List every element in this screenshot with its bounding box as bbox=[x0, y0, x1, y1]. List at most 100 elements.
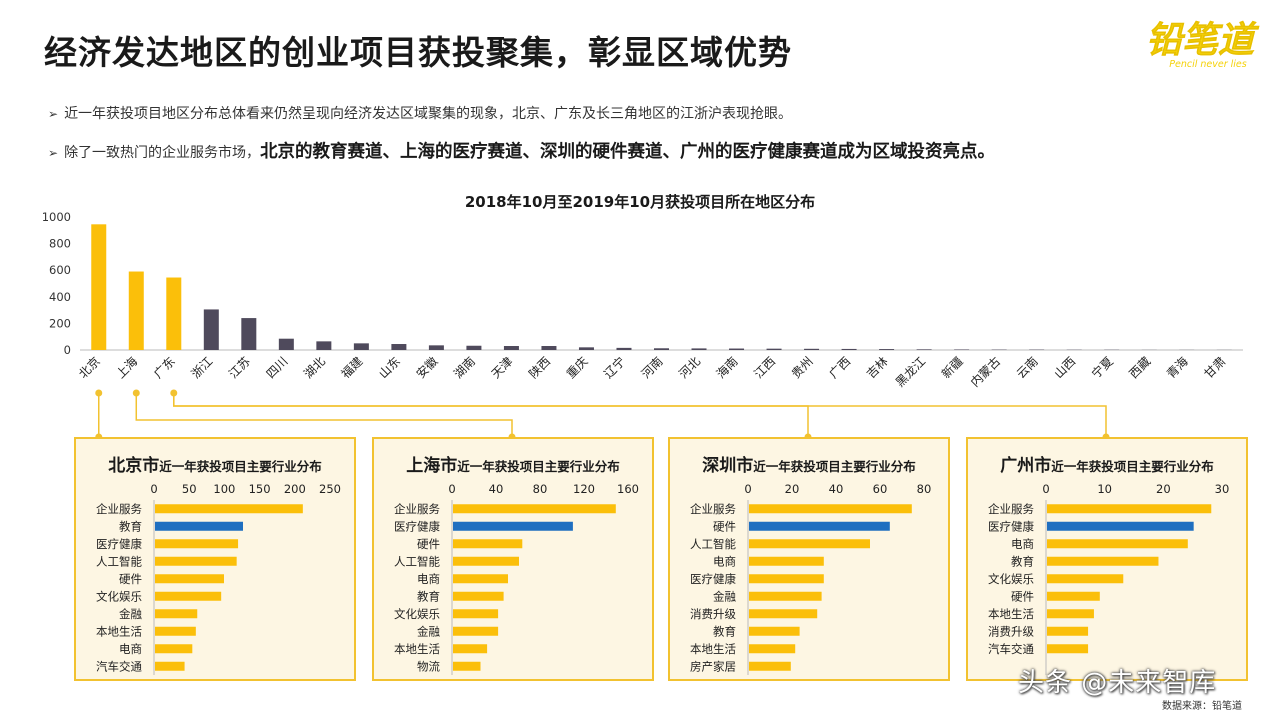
x-tick-label: 西藏 bbox=[1126, 354, 1153, 381]
industry-bar bbox=[749, 504, 912, 514]
panel-subtitle: 近一年获投项目主要行业分布 bbox=[753, 459, 916, 474]
logo: 铅笔道 Pencil never lies bbox=[1146, 20, 1261, 70]
panel-subtitle: 近一年获投项目主要行业分布 bbox=[457, 459, 620, 474]
x-tick-label: 辽宁 bbox=[601, 354, 629, 382]
x-tick-label: 贵州 bbox=[789, 354, 816, 381]
category-label: 文化娱乐 bbox=[394, 607, 440, 621]
panel-city: 上海市 bbox=[406, 456, 458, 476]
category-label: 人工智能 bbox=[394, 554, 440, 568]
x-tick-label: 80 bbox=[533, 482, 548, 496]
shenzhen-industry-panel: 深圳市近一年获投项目主要行业分布 0 20 40 60 80 企业服务 硬件 人工智能 电商 医疗… bbox=[668, 437, 950, 681]
x-tick-label: 40 bbox=[489, 482, 504, 496]
category-label: 企业服务 bbox=[690, 502, 736, 516]
category-label: 医疗健康 bbox=[394, 519, 440, 533]
industry-bar bbox=[155, 521, 243, 531]
x-tick-label: 200 bbox=[284, 482, 306, 496]
industry-bar bbox=[749, 574, 824, 584]
industry-bar bbox=[453, 644, 488, 654]
x-tick-label: 250 bbox=[319, 482, 341, 496]
page-title: 经济发达地区的创业项目获投聚集，彰显区域优势 bbox=[44, 33, 792, 72]
x-tick-label: 云南 bbox=[1013, 354, 1041, 382]
x-tick-label: 广东 bbox=[151, 354, 178, 381]
category-label: 电商 bbox=[713, 554, 736, 568]
region-bar bbox=[841, 348, 857, 350]
category-label: 汽车交通 bbox=[988, 642, 1034, 656]
industry-bar bbox=[749, 539, 870, 549]
category-label: 文化娱乐 bbox=[988, 572, 1034, 586]
industry-bar bbox=[1047, 556, 1159, 566]
category-label: 电商 bbox=[1011, 537, 1034, 551]
x-tick-label: 四川 bbox=[264, 354, 291, 381]
panel-subtitle: 近一年获投项目主要行业分布 bbox=[1051, 459, 1214, 474]
bullet-highlight-text: 北京的教育赛道、上海的医疗赛道、深圳的硬件赛道、广州的医疗健康赛道成为区域投资亮… bbox=[260, 142, 996, 162]
industry-bar bbox=[749, 661, 791, 671]
x-tick-label: 上海 bbox=[113, 354, 141, 382]
y-tick-label: 0 bbox=[64, 343, 71, 357]
x-tick-label: 40 bbox=[829, 482, 844, 496]
shenzhen-industry-chart: 0 20 40 60 80 企业服务硬件人工智能电商医疗健康金融消费升级教育本地生活房产家… bbox=[690, 482, 931, 675]
category-label: 教育 bbox=[1011, 554, 1034, 568]
x-tick-label: 新疆 bbox=[938, 354, 966, 382]
y-tick-label: 600 bbox=[49, 263, 71, 277]
industry-bar bbox=[155, 591, 222, 601]
category-label: 人工智能 bbox=[96, 554, 142, 568]
x-tick-label: 江西 bbox=[751, 354, 778, 381]
category-label: 医疗健康 bbox=[988, 519, 1034, 533]
industry-bar bbox=[749, 609, 818, 619]
category-label: 硬件 bbox=[119, 572, 142, 586]
industry-bar bbox=[155, 609, 198, 619]
industry-bar bbox=[1047, 609, 1094, 619]
category-label: 教育 bbox=[119, 519, 142, 533]
x-tick-label: 青海 bbox=[1163, 354, 1191, 382]
category-label: 硬件 bbox=[417, 537, 440, 551]
category-label: 本地生活 bbox=[690, 642, 736, 656]
region-bar bbox=[616, 347, 632, 350]
y-tick-label: 200 bbox=[49, 316, 71, 330]
panel-subtitle: 近一年获投项目主要行业分布 bbox=[159, 459, 322, 474]
watermark: 头条 @未来智库 bbox=[1018, 668, 1217, 698]
region-bar bbox=[503, 346, 519, 350]
category-label: 本地生活 bbox=[96, 624, 142, 638]
x-tick-label: 0 bbox=[448, 482, 455, 496]
x-tick-label: 宁夏 bbox=[1088, 354, 1116, 382]
region-bar bbox=[466, 345, 482, 350]
x-tick-label: 福建 bbox=[338, 354, 366, 382]
svg-text:Pencil never lies: Pencil never lies bbox=[1169, 59, 1246, 70]
x-tick-label: 0 bbox=[744, 482, 751, 496]
industry-bar bbox=[453, 609, 499, 619]
industry-bar bbox=[155, 504, 303, 514]
bullet-point: ➢ 近一年获投项目地区分布总体看来仍然呈现向经济发达区域聚集的现象，北京、广东及长… bbox=[48, 103, 792, 123]
industry-bar bbox=[1047, 626, 1089, 636]
bullet-lead-text: 除了一致热门的企业服务市场， bbox=[64, 145, 261, 161]
region-bar bbox=[166, 277, 182, 350]
region-bar bbox=[91, 224, 107, 350]
industry-bar bbox=[155, 626, 196, 636]
category-label: 企业服务 bbox=[988, 502, 1034, 516]
industry-bar bbox=[1047, 521, 1194, 531]
x-tick-label: 50 bbox=[182, 482, 197, 496]
arrow-icon: ➢ bbox=[48, 146, 59, 160]
x-tick-label: 湖北 bbox=[300, 354, 328, 382]
category-label: 教育 bbox=[417, 589, 440, 603]
category-label: 物流 bbox=[417, 659, 440, 673]
x-tick-label: 30 bbox=[1215, 482, 1230, 496]
region-bar bbox=[241, 318, 257, 350]
industry-bar bbox=[453, 574, 508, 584]
category-label: 企业服务 bbox=[394, 502, 440, 516]
industry-bar bbox=[749, 521, 890, 531]
industry-bar bbox=[749, 591, 822, 601]
x-tick-label: 安徽 bbox=[413, 354, 441, 382]
industry-bar bbox=[155, 556, 237, 566]
bullet-text: 近一年获投项目地区分布总体看来仍然呈现向经济发达区域聚集的现象，北京、广东及长三… bbox=[64, 106, 793, 122]
x-tick-label: 天津 bbox=[489, 354, 516, 381]
bullet-point: ➢ 除了一致热门的企业服务市场，北京的教育赛道、上海的医疗赛道、深圳的硬件赛道、广… bbox=[48, 138, 995, 163]
category-label: 人工智能 bbox=[690, 537, 736, 551]
region-bar bbox=[916, 349, 932, 350]
industry-bar bbox=[453, 661, 481, 671]
category-label: 教育 bbox=[713, 624, 736, 638]
industry-bar bbox=[1047, 591, 1100, 601]
x-tick-label: 河北 bbox=[676, 354, 703, 381]
industry-bar bbox=[1047, 644, 1089, 654]
category-label: 金融 bbox=[417, 624, 440, 638]
